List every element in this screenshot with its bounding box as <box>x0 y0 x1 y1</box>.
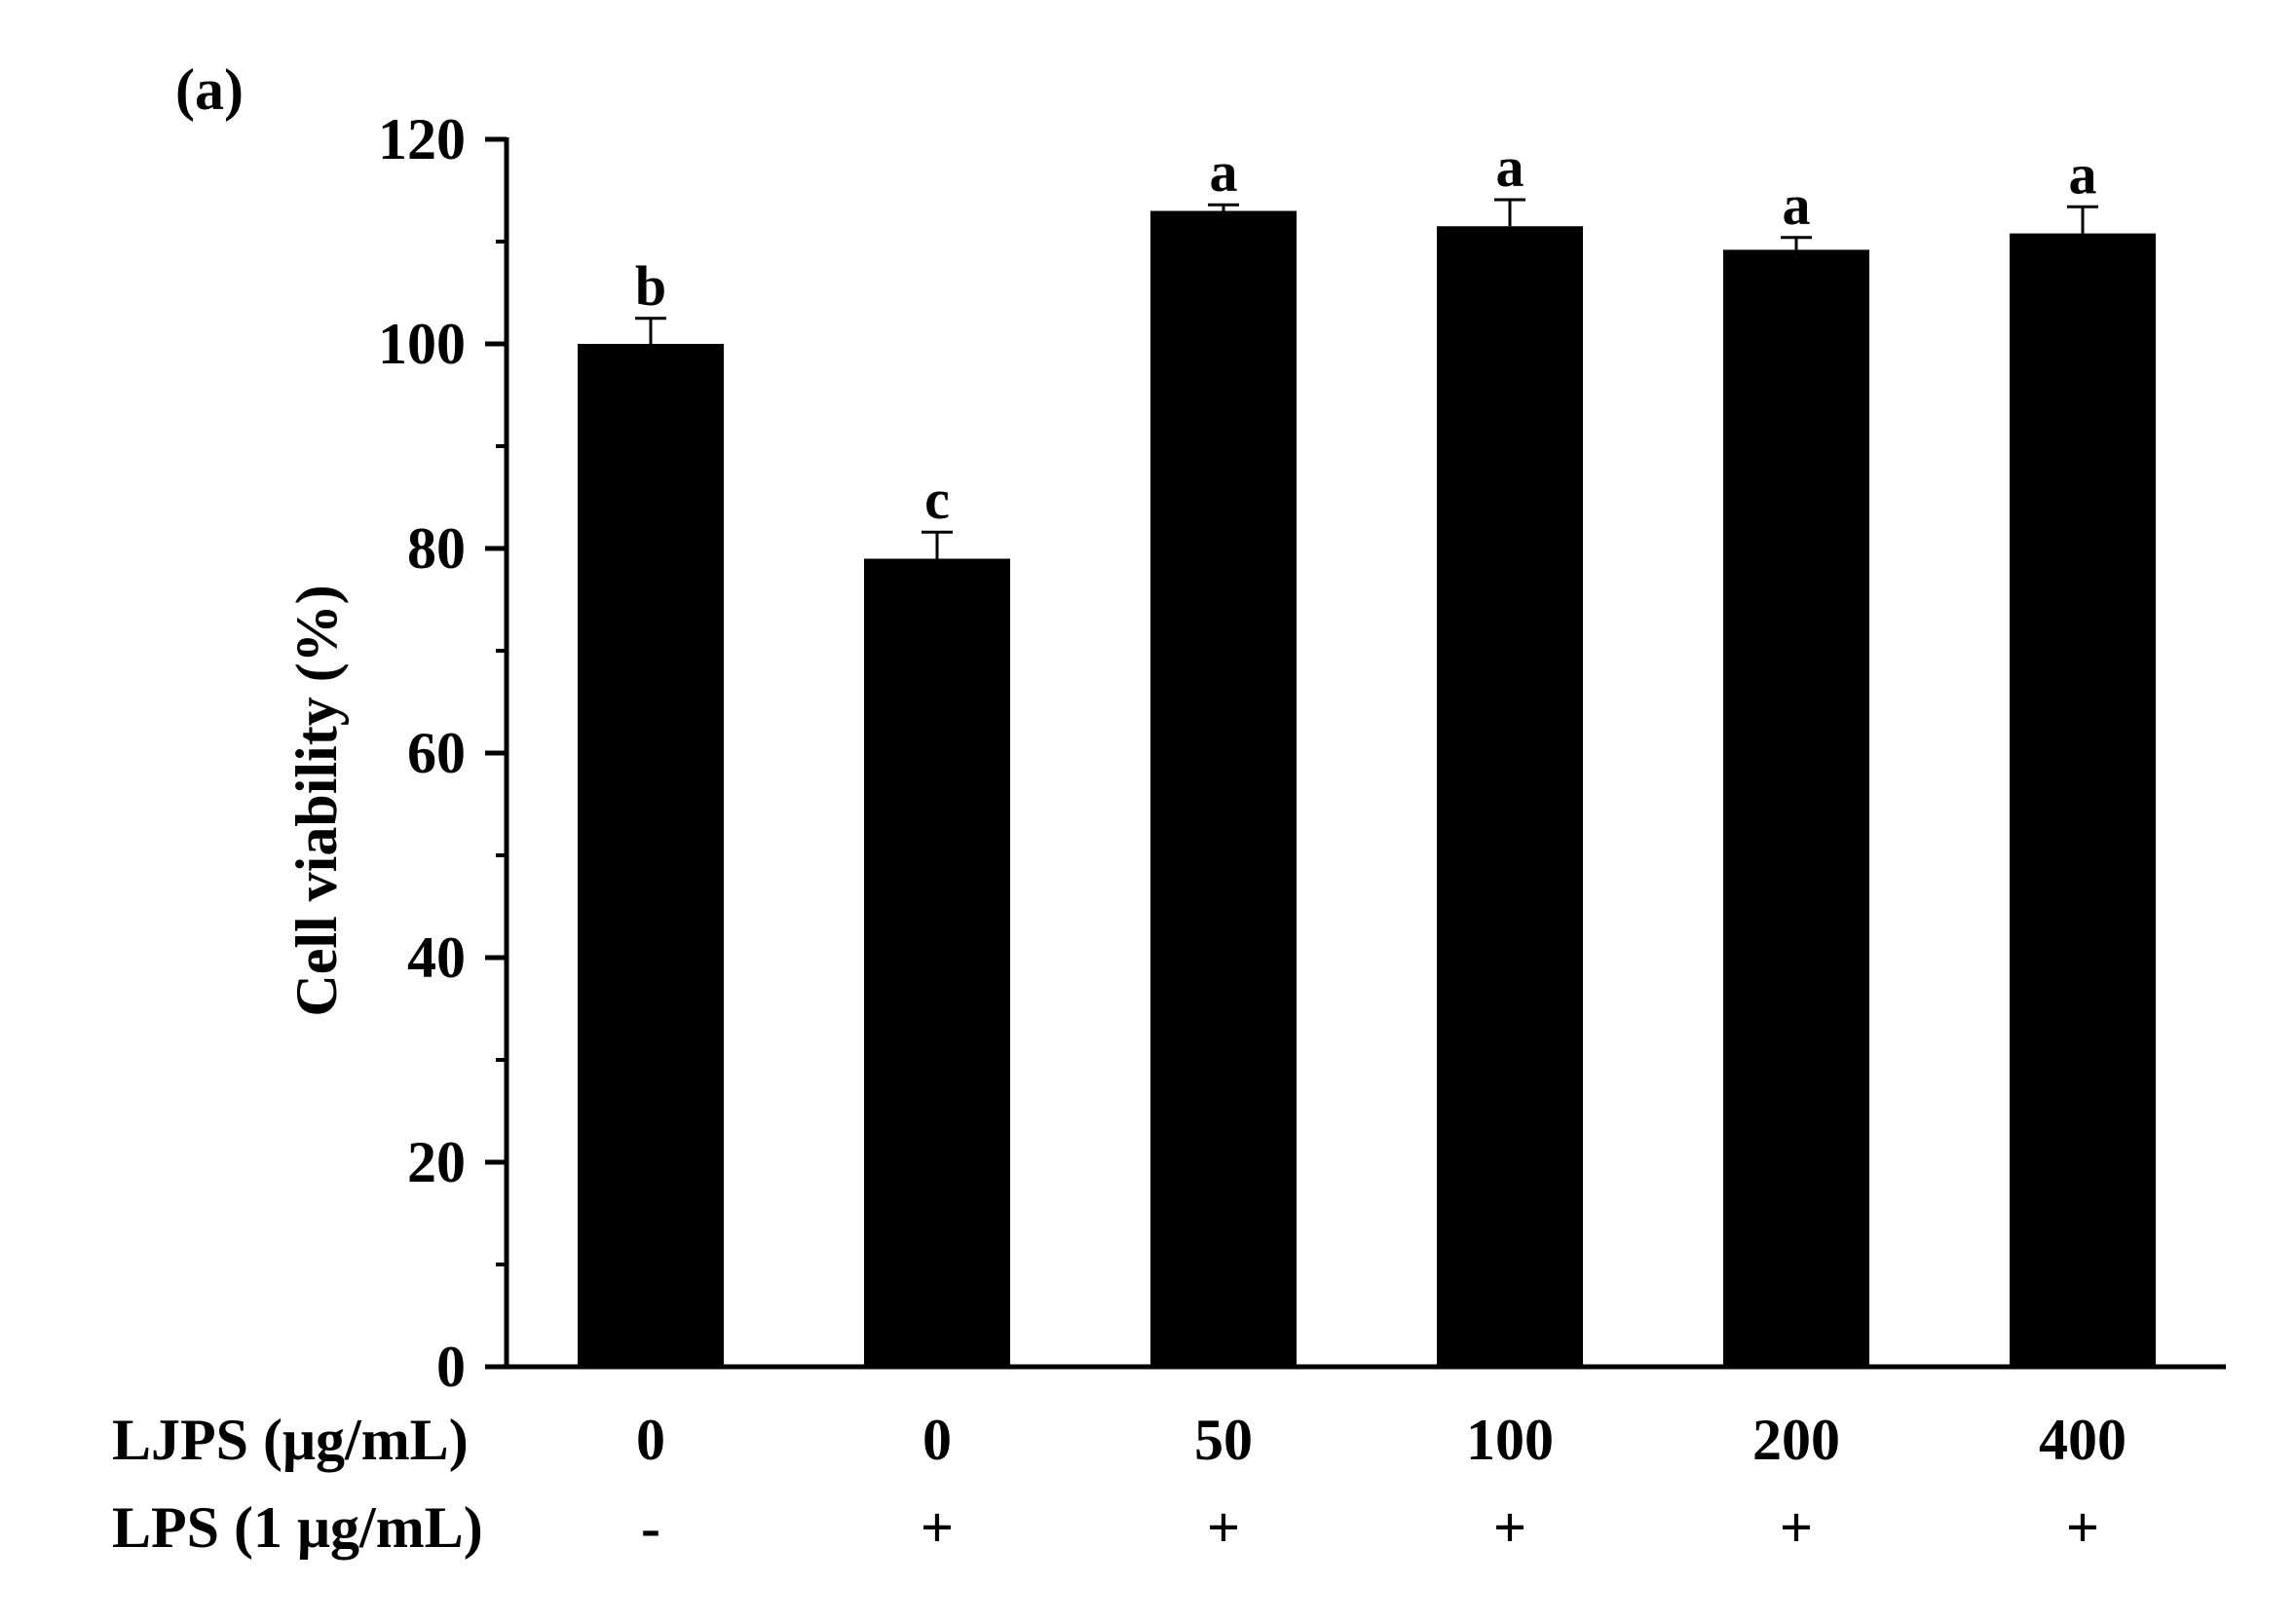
bar-5 <box>1723 249 1869 1367</box>
significance-label-6: a <box>2069 142 2097 206</box>
bar-4 <box>1437 226 1583 1367</box>
lps-marker-6: + <box>2066 1495 2099 1560</box>
row-label-lps: LPS (1 μg/mL) <box>112 1495 483 1560</box>
lps-marker-1: - <box>641 1495 660 1560</box>
significance-label-3: a <box>1210 140 1238 204</box>
lps-marker-3: + <box>1207 1495 1240 1560</box>
lps-marker-4: + <box>1493 1495 1526 1560</box>
bar-3 <box>1150 210 1297 1367</box>
x-tick-label-4: 100 <box>1466 1408 1554 1472</box>
lps-marker-2: + <box>921 1495 954 1560</box>
lps-marker-5: + <box>1780 1495 1813 1560</box>
y-tick-label: 80 <box>407 516 466 581</box>
significance-label-2: c <box>924 468 950 531</box>
bar-2 <box>864 558 1010 1367</box>
x-tick-label-6: 400 <box>2039 1408 2127 1472</box>
significance-label-5: a <box>1783 173 1811 237</box>
y-axis-label: Cell viability (%) <box>284 585 349 1016</box>
x-tick-label-3: 50 <box>1194 1408 1253 1472</box>
y-tick-label: 100 <box>378 312 466 376</box>
x-tick-label-1: 0 <box>636 1408 665 1472</box>
y-tick-label: 0 <box>436 1335 466 1399</box>
plot-area: b 0 - c 0 + a 50 + a 100 + a 200 + a 400 +0 20 40 60 80 100 120 <box>378 107 2226 1560</box>
y-tick-label: 60 <box>407 721 466 785</box>
significance-label-4: a <box>1496 135 1524 199</box>
bar-1 <box>578 344 724 1367</box>
x-tick-label-2: 0 <box>922 1408 952 1472</box>
y-tick-label: 120 <box>378 107 466 171</box>
bar-6 <box>2010 233 2156 1368</box>
y-tick-label: 40 <box>407 925 466 990</box>
significance-label-1: b <box>635 254 666 318</box>
y-tick-label: 20 <box>407 1130 466 1194</box>
x-tick-label-5: 200 <box>1752 1408 1840 1472</box>
row-label-ljps: LJPS (μg/mL) <box>112 1408 469 1472</box>
panel-label: (a) <box>175 57 244 122</box>
